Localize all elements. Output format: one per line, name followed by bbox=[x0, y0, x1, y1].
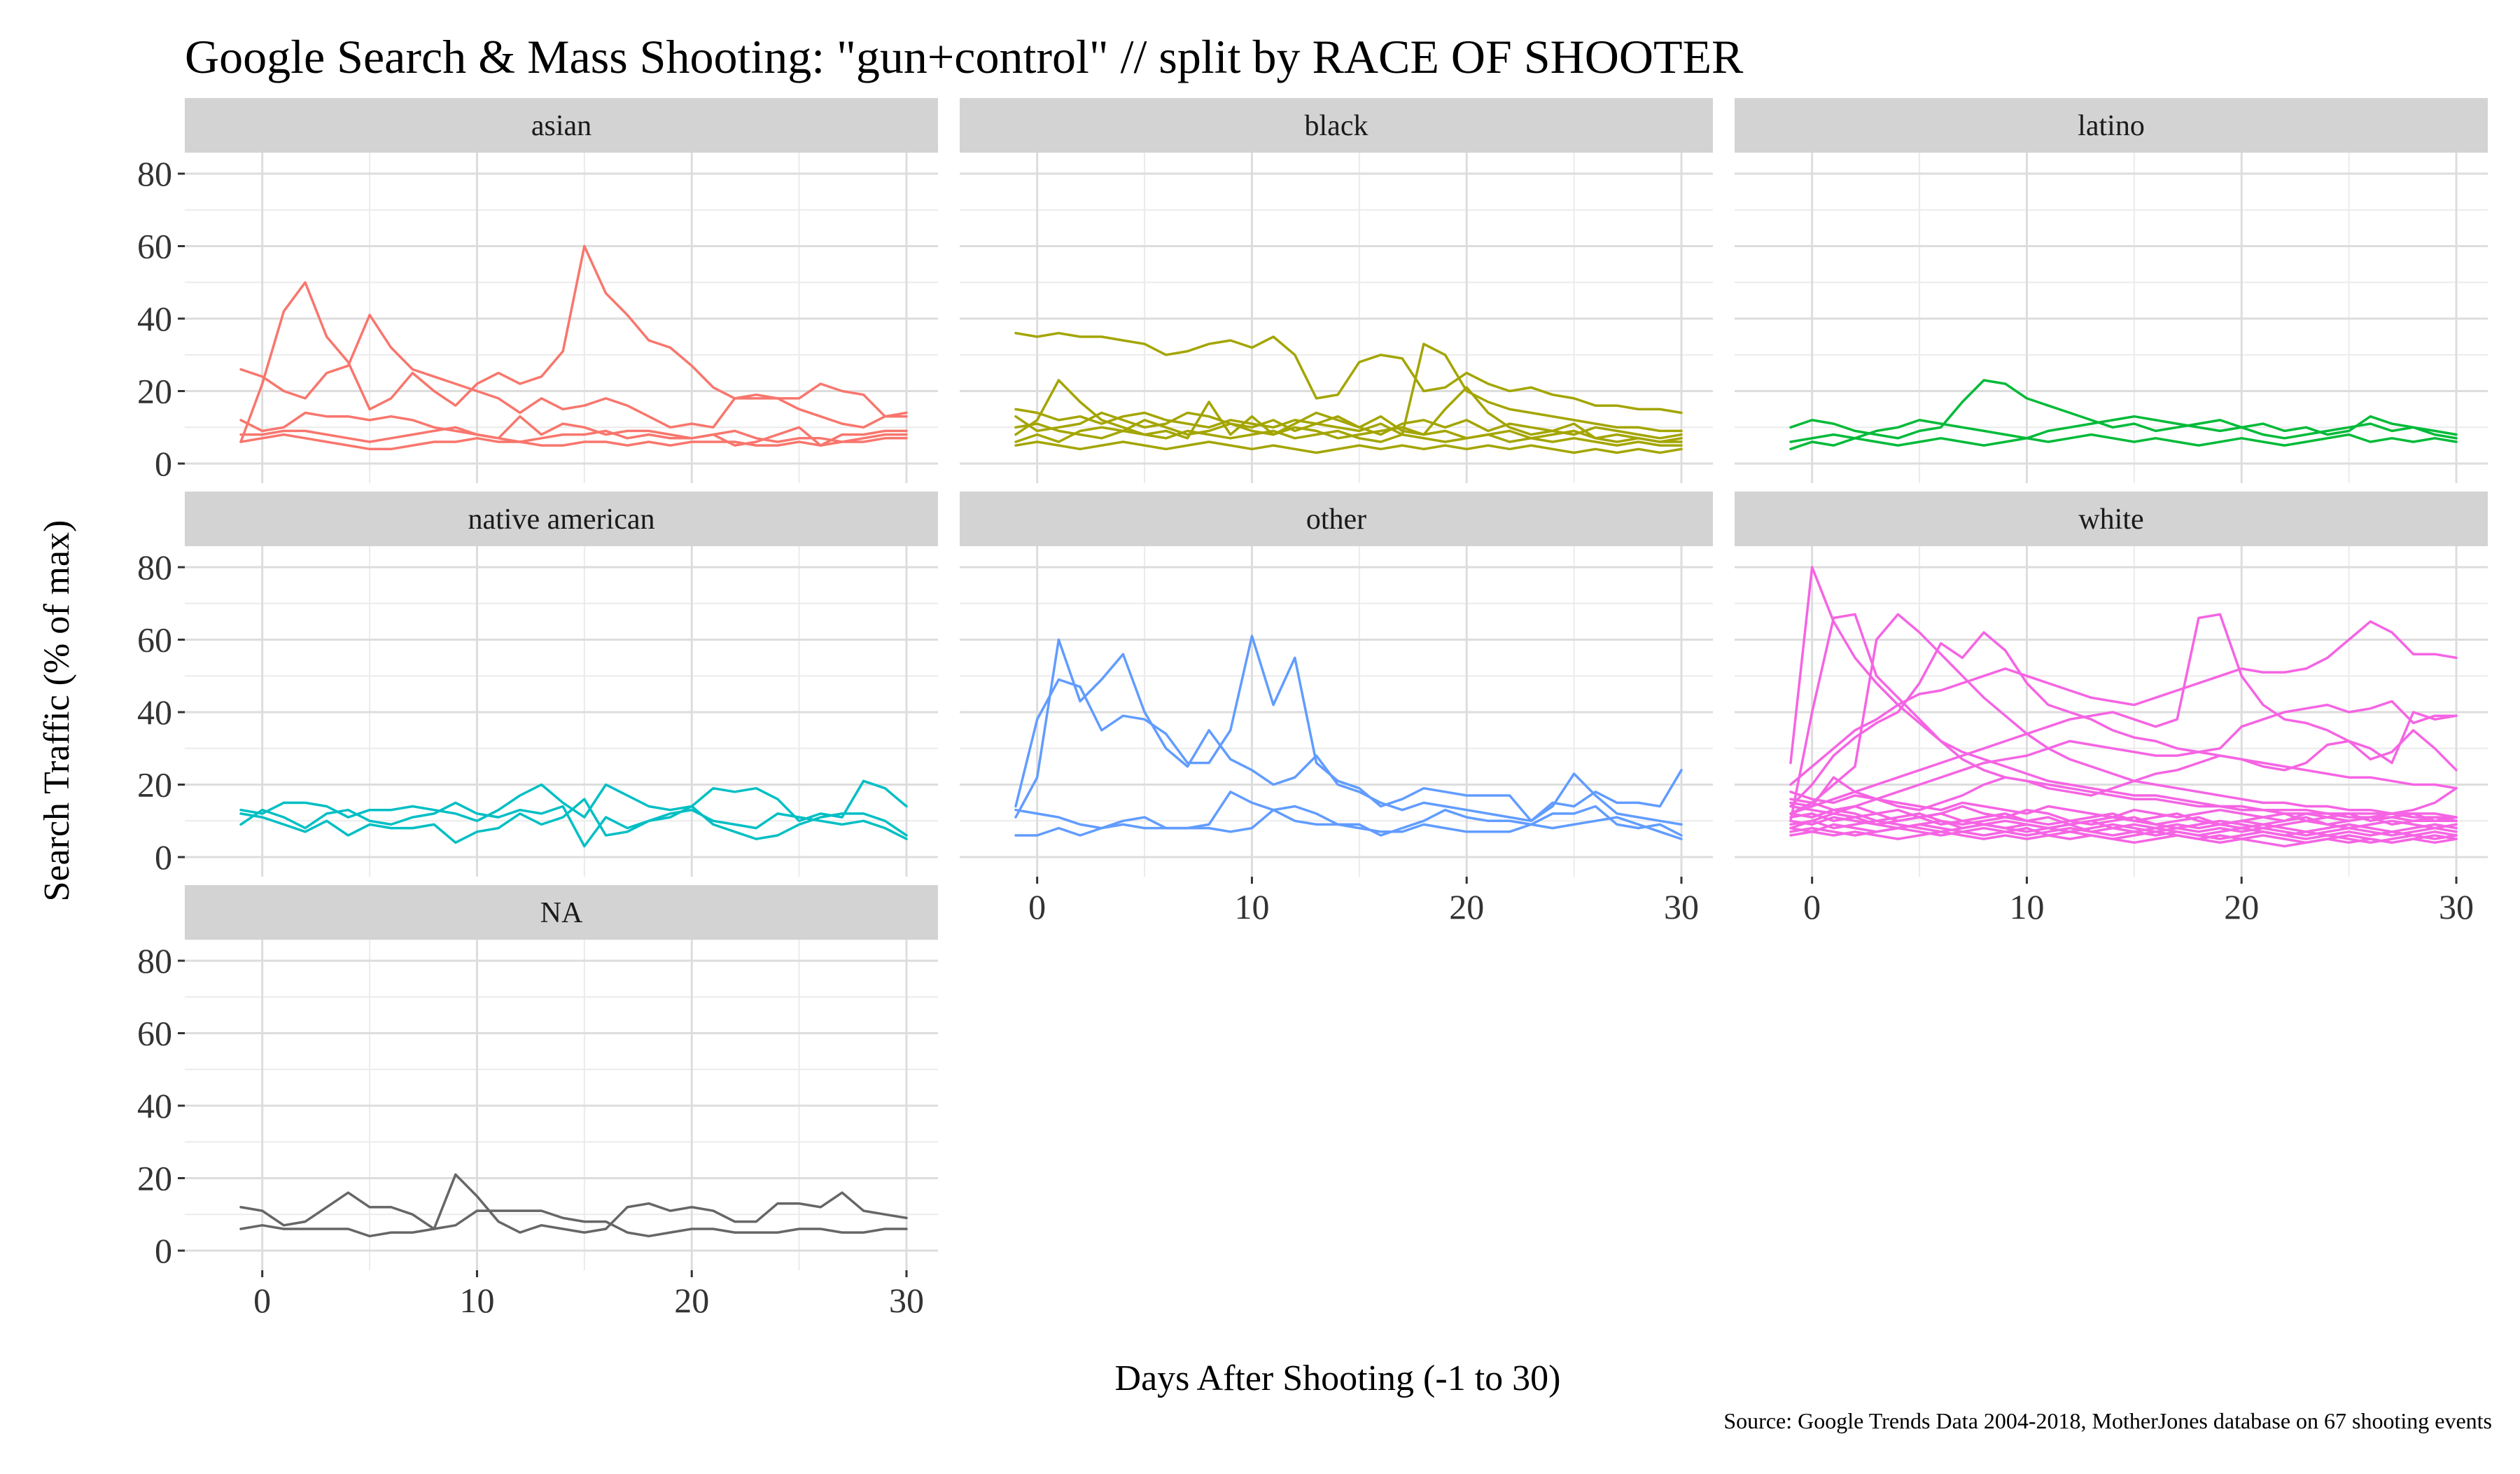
series-line-4 bbox=[239, 426, 908, 443]
y-tick-label: 40 bbox=[137, 299, 172, 338]
series-line-2 bbox=[1014, 638, 1683, 826]
facet-strip-label: native american bbox=[468, 503, 654, 536]
series-line-1 bbox=[1014, 331, 1683, 415]
y-tick-label: 80 bbox=[137, 154, 172, 193]
facet-strip bbox=[960, 492, 1713, 546]
series-line-6 bbox=[1014, 422, 1683, 447]
x-tick-label: 20 bbox=[674, 1281, 709, 1320]
series-line-2 bbox=[1789, 613, 2458, 823]
series-line-5 bbox=[239, 433, 908, 451]
x-tick-label: 0 bbox=[1803, 887, 1821, 926]
y-axis-label: Search Traffic (% of max) bbox=[37, 520, 77, 902]
series-line-2 bbox=[239, 314, 908, 429]
facet-panel-white: white 0 10 20 30 bbox=[1735, 492, 2488, 926]
y-tick-label: 60 bbox=[137, 620, 172, 660]
y-tick-label: 0 bbox=[155, 837, 172, 877]
x-tick-label: 10 bbox=[1234, 887, 1269, 926]
x-tick-label: 20 bbox=[2224, 887, 2259, 926]
series-line-7 bbox=[1014, 440, 1683, 454]
y-tick-label: 60 bbox=[137, 227, 172, 266]
series-line-2 bbox=[1014, 342, 1683, 436]
series-line-2 bbox=[1789, 415, 2458, 443]
x-tick-label: 10 bbox=[2009, 887, 2044, 926]
y-tick-label: 40 bbox=[137, 1086, 172, 1125]
series-line-1 bbox=[239, 1173, 908, 1234]
x-tick-label: 30 bbox=[889, 1281, 924, 1320]
series-line-3 bbox=[239, 411, 908, 447]
series-line-3 bbox=[239, 798, 908, 844]
series-line-3 bbox=[1789, 613, 2458, 819]
series-line-4 bbox=[1014, 808, 1683, 840]
y-tick-label: 80 bbox=[137, 548, 172, 587]
x-axis-label: Days After Shooting (-1 to 30) bbox=[1115, 1358, 1561, 1398]
series-line-8 bbox=[1789, 729, 2458, 812]
series-line-1 bbox=[1014, 634, 1683, 823]
series-line-1 bbox=[239, 244, 908, 443]
series-line-2 bbox=[239, 1209, 908, 1238]
series-line-3 bbox=[1014, 791, 1683, 837]
x-tick-label: 10 bbox=[459, 1281, 494, 1320]
facet-panel-other: other 0 10 20 30 bbox=[960, 492, 1713, 926]
y-tick-label: 20 bbox=[137, 1159, 172, 1198]
y-tick-label: 0 bbox=[155, 1231, 172, 1270]
facet-strip-label: white bbox=[2078, 503, 2143, 536]
series-line-3 bbox=[1789, 433, 2458, 451]
y-tick-label: 80 bbox=[137, 941, 172, 980]
facet-panels: asian 0 20 40 60 80 black latino native american… bbox=[137, 98, 2488, 1320]
chart-title: Google Search & Mass Shooting: "gun+cont… bbox=[185, 30, 1744, 83]
x-tick-label: 0 bbox=[253, 1281, 271, 1320]
y-tick-label: 20 bbox=[137, 765, 172, 805]
facet-strip-label: latino bbox=[2078, 110, 2145, 142]
facet-strip bbox=[185, 492, 938, 546]
series-line-15 bbox=[1789, 819, 2458, 837]
series-line-18 bbox=[1789, 830, 2458, 848]
facet-strip-label: asian bbox=[531, 110, 592, 142]
series-line-6 bbox=[1789, 613, 2458, 815]
x-tick-label: 30 bbox=[2439, 887, 2474, 926]
y-tick-label: 60 bbox=[137, 1014, 172, 1053]
facet-panel-latino: latino bbox=[1735, 98, 2488, 483]
facet-panel-na: NA 0 20 40 60 80 0 10 20 30 bbox=[137, 885, 938, 1320]
facet-strip-label: NA bbox=[540, 897, 583, 929]
series-line-7 bbox=[1789, 700, 2458, 830]
x-tick-label: 0 bbox=[1028, 887, 1046, 926]
facet-strip bbox=[960, 98, 1713, 153]
facet-strip-label: black bbox=[1305, 110, 1368, 142]
series-line-10 bbox=[1789, 798, 2458, 826]
facet-panel-asian: asian 0 20 40 60 80 bbox=[137, 98, 938, 483]
series-line-5 bbox=[1014, 419, 1683, 443]
facet-panel-native-american: native american 0 20 40 60 80 bbox=[137, 492, 938, 877]
x-tick-label: 20 bbox=[1449, 887, 1484, 926]
series-line-1 bbox=[1789, 379, 2458, 440]
x-tick-label: 30 bbox=[1664, 887, 1699, 926]
source-caption: Source: Google Trends Data 2004-2018, Mo… bbox=[1723, 1408, 2492, 1433]
facet-strip-label: other bbox=[1306, 503, 1366, 536]
y-tick-label: 0 bbox=[155, 444, 172, 483]
y-tick-label: 40 bbox=[137, 693, 172, 732]
facet-strip bbox=[185, 885, 938, 940]
series-line-4 bbox=[1014, 411, 1683, 440]
series-line-17 bbox=[1789, 826, 2458, 844]
series-line-4 bbox=[1789, 631, 2458, 808]
facet-strip bbox=[1735, 492, 2488, 546]
series-line-5 bbox=[1789, 620, 2458, 786]
facet-strip bbox=[185, 98, 938, 153]
facet-strip bbox=[1735, 98, 2488, 153]
series-line-2 bbox=[239, 801, 908, 848]
facet-panel-black: black bbox=[960, 98, 1713, 483]
y-tick-label: 20 bbox=[137, 372, 172, 411]
